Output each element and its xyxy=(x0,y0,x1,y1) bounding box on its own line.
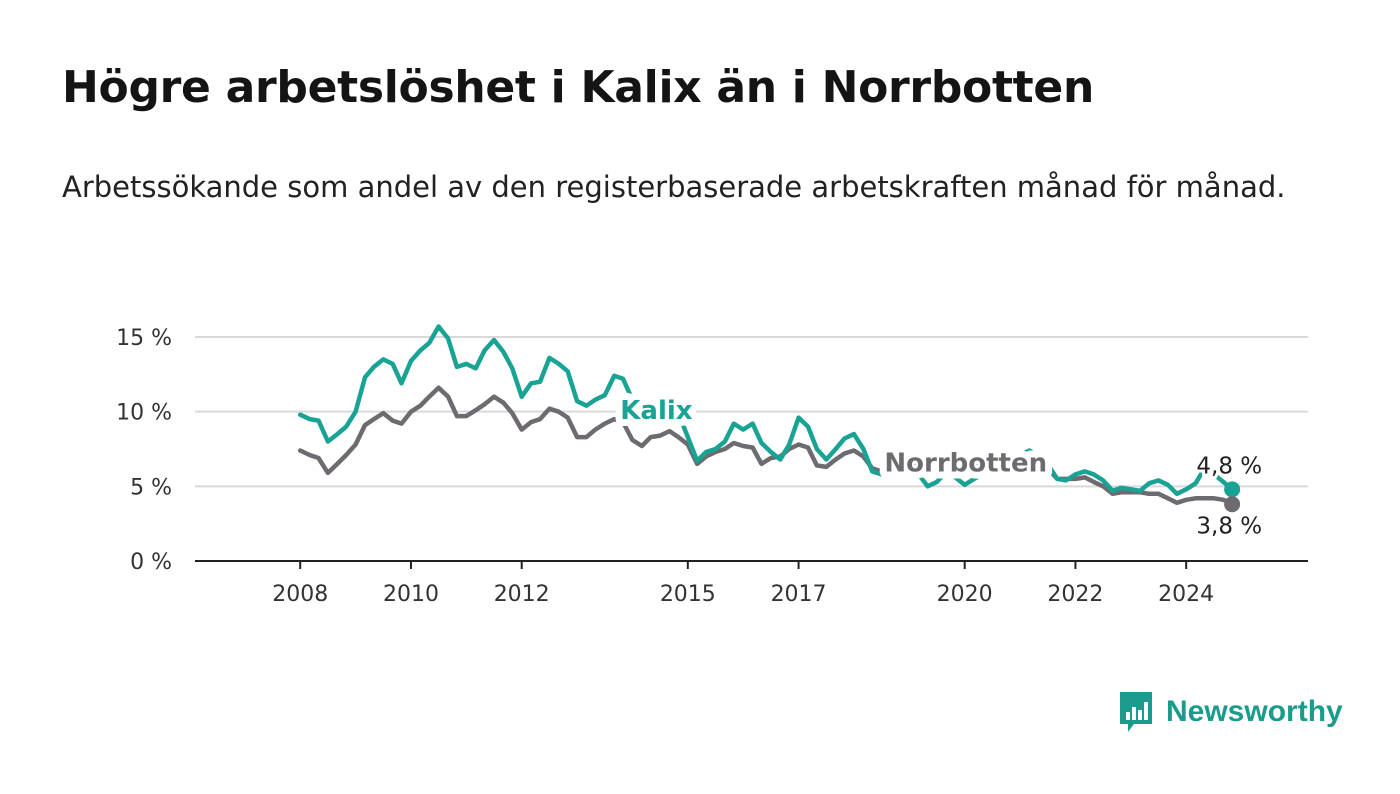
x-tick-label: 2015 xyxy=(660,582,716,607)
chart-subtitle: Arbetssökande som andel av den registerb… xyxy=(62,170,1286,204)
y-tick-label: 5 % xyxy=(130,475,172,500)
x-tick-label: 2020 xyxy=(937,582,993,607)
axes xyxy=(195,560,1308,569)
end-point-kalix xyxy=(1224,481,1241,498)
end-markers: 4,8 % 3,8 % xyxy=(1193,450,1265,542)
end-value-kalix: 4,8 % xyxy=(1196,453,1262,479)
end-value-norrbotten: 3,8 % xyxy=(1196,513,1262,539)
series-labels: Kalix Norrbotten xyxy=(613,389,1054,485)
y-tick-label: 15 % xyxy=(116,326,172,351)
bar-chart-icon xyxy=(1120,692,1152,732)
x-tick-label: 2012 xyxy=(494,582,550,607)
x-axis-tick-labels: 2008 2010 2012 2015 2017 2020 2022 2024 xyxy=(272,582,1214,607)
x-tick-label: 2024 xyxy=(1158,582,1214,607)
x-tick-label: 2010 xyxy=(383,582,439,607)
end-point-norrbotten xyxy=(1224,496,1241,513)
brand-name: Newsworthy xyxy=(1166,695,1343,728)
x-tick-label: 2008 xyxy=(272,582,328,607)
x-tick-label: 2022 xyxy=(1047,582,1103,607)
y-tick-label: 0 % xyxy=(130,550,172,575)
x-tick-label: 2017 xyxy=(771,582,827,607)
gridlines xyxy=(195,336,1308,488)
series-line-norrbotten xyxy=(297,385,1235,507)
y-axis-tick-labels: 0 % 5 % 10 % 15 % xyxy=(116,326,172,575)
series-label-norrbotten: Norrbotten xyxy=(884,448,1047,478)
newsworthy-logo[interactable]: Newsworthy xyxy=(1118,690,1343,734)
series-line-kalix xyxy=(297,324,1235,497)
chart-title: Högre arbetslöshet i Kalix än i Norrbott… xyxy=(62,62,1094,113)
series-lines xyxy=(297,324,1241,513)
y-tick-label: 10 % xyxy=(116,401,172,426)
series-label-kalix: Kalix xyxy=(620,396,693,426)
